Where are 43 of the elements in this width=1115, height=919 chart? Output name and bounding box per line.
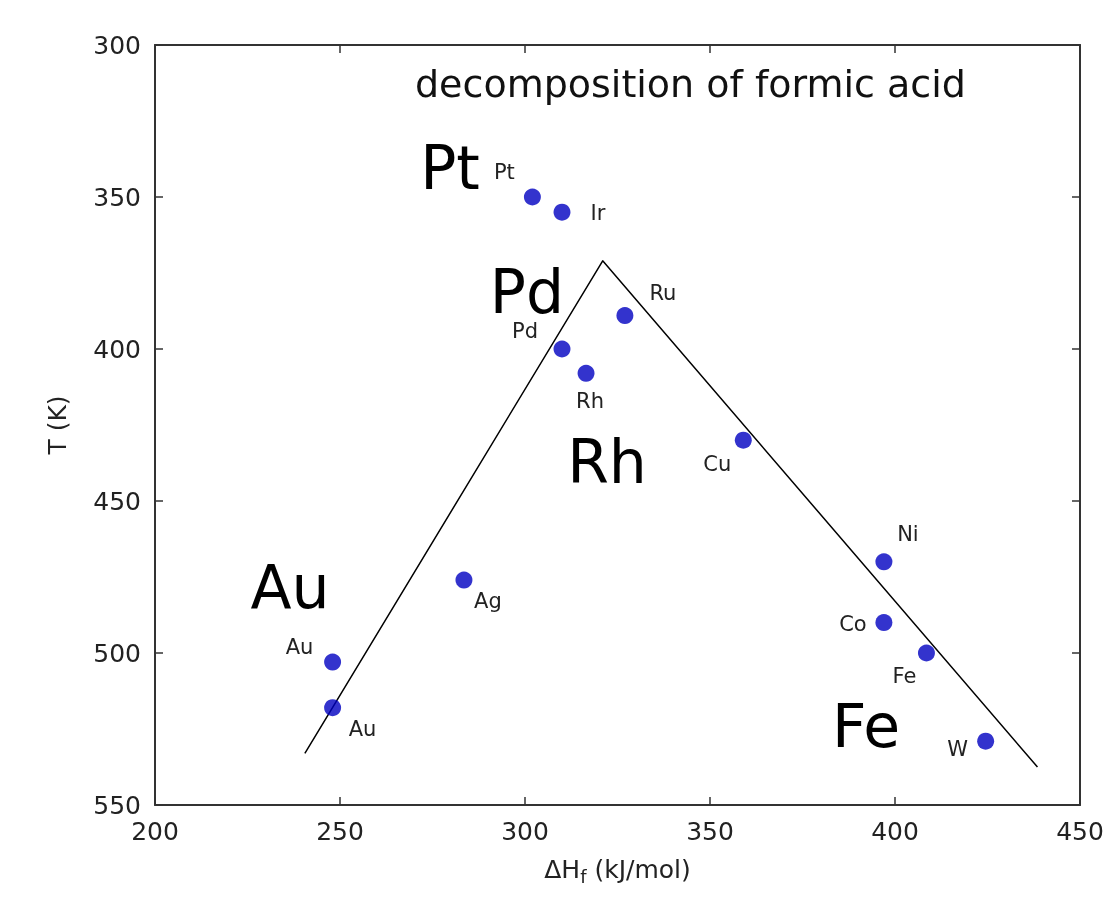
point xyxy=(553,340,571,358)
annotation: Ru xyxy=(649,280,677,305)
annotation: Ir xyxy=(590,201,606,226)
point xyxy=(553,203,571,221)
text: decomposition of formic acid xyxy=(415,62,966,106)
annotation: W xyxy=(947,737,969,762)
y-tick-label: 400 xyxy=(93,334,141,364)
annotation: Co xyxy=(839,611,867,636)
y-tick-label: 350 xyxy=(93,182,141,212)
annotation: Rh xyxy=(576,389,604,414)
point xyxy=(523,188,541,206)
point xyxy=(917,644,935,662)
y-axis-title: T (K) xyxy=(43,395,72,456)
annotation: Rh xyxy=(567,427,647,497)
point xyxy=(616,307,634,325)
annotation: Cu xyxy=(703,452,732,477)
annotation: Pt xyxy=(420,133,480,203)
y-tick-label: 500 xyxy=(93,638,141,668)
point xyxy=(324,699,342,717)
point xyxy=(734,431,752,449)
annotation: Fe xyxy=(831,691,901,761)
point xyxy=(875,553,893,571)
y-tick-label: 300 xyxy=(93,30,141,60)
point xyxy=(875,614,893,632)
x-tick-label: 250 xyxy=(316,817,364,846)
x-tick-label: 300 xyxy=(501,817,549,846)
x-tick-label: 200 xyxy=(131,817,179,846)
y-tick-label: 450 xyxy=(93,486,141,516)
x-tick-label: 350 xyxy=(686,817,734,846)
point xyxy=(455,571,473,589)
annotation: Au xyxy=(250,552,330,622)
annotation: Au xyxy=(348,716,377,741)
x-tick-label: 400 xyxy=(871,817,919,846)
annotation: Ni xyxy=(897,521,919,546)
point xyxy=(324,653,342,671)
point xyxy=(977,732,995,750)
y-tick-label: 550 xyxy=(93,790,141,820)
annotation: Au xyxy=(285,635,314,660)
point xyxy=(577,364,595,382)
annotation: Fe xyxy=(892,664,917,688)
x-tick-label: 450 xyxy=(1056,817,1104,846)
annotation: Pt xyxy=(493,160,515,184)
annotation: Ag xyxy=(474,589,502,614)
